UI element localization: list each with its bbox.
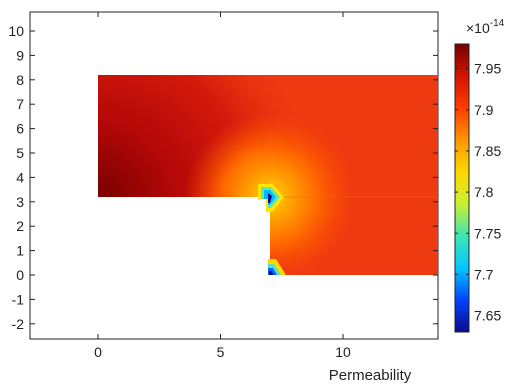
y-tick-label: 5 [16, 145, 24, 161]
colorbar-tick-label: 7.9 [474, 102, 494, 118]
colorbar-bar [454, 43, 470, 333]
y-tick-label: -2 [12, 316, 25, 332]
colorbar-tick-label: 7.65 [474, 308, 501, 324]
colorbar: ×10-14 7.95 7.9 7.85 7.8 7.75 7.7 7.65 [454, 18, 505, 333]
colorbar-tick-label: 7.7 [474, 266, 494, 282]
x-axis: 0 5 10 [94, 12, 351, 360]
x-axis-title: Permeability [329, 367, 412, 384]
colorbar-exponent-base: ×10-14 [466, 18, 505, 36]
y-tick-label: 4 [16, 169, 24, 185]
colorbar-tick-label: 7.95 [474, 61, 501, 77]
colorbar-tick-label: 7.85 [474, 143, 501, 159]
x-tick-label: 10 [335, 344, 351, 360]
y-tick-label: 10 [8, 23, 24, 39]
colorbar-tick-label: 7.8 [474, 184, 494, 200]
corner-singularity-upper [258, 184, 284, 212]
y-tick-label: 6 [16, 121, 24, 137]
y-tick-label: -1 [12, 291, 25, 307]
y-tick-label: 0 [16, 267, 24, 283]
y-tick-label: 9 [16, 47, 24, 63]
y-tick-label: 7 [16, 96, 24, 112]
colorbar-tick-label: 7.75 [474, 225, 501, 241]
colorbar-ticks: 7.95 7.9 7.85 7.8 7.75 7.7 7.65 [455, 61, 501, 324]
y-tick-label: 2 [16, 218, 24, 234]
x-tick-label: 0 [94, 344, 102, 360]
x-tick-label: 5 [217, 344, 225, 360]
y-tick-label: 8 [16, 72, 24, 88]
y-tick-label: 3 [16, 194, 24, 210]
corner-singularity-lower [268, 259, 286, 275]
y-tick-label: 1 [16, 243, 24, 259]
